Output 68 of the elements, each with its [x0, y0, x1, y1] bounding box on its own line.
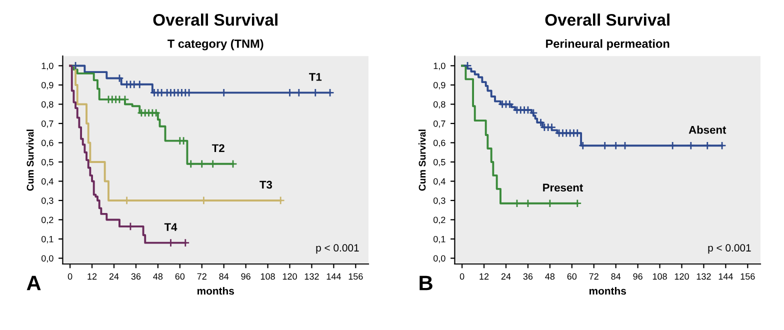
y-tick-label: 0,9 [41, 82, 54, 90]
x-tick-label: 36 [131, 273, 141, 280]
y-tick-label: 0,2 [41, 216, 54, 224]
y-tick-label: 0,8 [41, 101, 54, 109]
x-tick-label: 72 [197, 273, 206, 280]
x-tick-label: 156 [740, 273, 755, 280]
x-tick-label: 72 [589, 273, 598, 280]
x-tick-label: 0 [460, 273, 464, 280]
x-tick-label: 84 [611, 273, 621, 280]
y-tick-label: 0,7 [41, 120, 54, 128]
x-tick-label: 36 [523, 273, 533, 280]
y-tick-label: 0,3 [41, 197, 54, 205]
x-tick-label: 132 [304, 273, 319, 280]
y-tick-label: 0,0 [41, 255, 54, 263]
series-label: T3 [260, 180, 272, 189]
series-label: T4 [164, 223, 178, 231]
series-label: Absent [688, 126, 726, 134]
y-tick-label: 0,4 [41, 178, 54, 186]
y-tick-label: 0,2 [433, 216, 446, 224]
x-tick-label: 12 [480, 273, 489, 280]
x-tick-label: 48 [153, 273, 163, 280]
y-tick-label: 0,9 [433, 82, 446, 90]
y-tick-label: 1,0 [434, 62, 446, 70]
x-tick-label: 120 [282, 273, 297, 280]
x-tick-label: 0 [68, 273, 72, 280]
y-tick-label: 0,0 [433, 255, 446, 263]
x-tick-label: 108 [652, 273, 667, 280]
x-tick-label: 144 [718, 273, 733, 280]
chart-title: Overall Survival [545, 14, 670, 26]
x-tick-label: 144 [326, 273, 341, 280]
y-tick-label: 0,6 [41, 140, 54, 148]
y-tick-label: 0,1 [433, 236, 446, 244]
x-tick-label: 48 [545, 273, 555, 280]
y-tick-label: 0,5 [433, 158, 446, 166]
x-tick-label: 156 [348, 273, 363, 280]
y-axis-title: Cum Survival [418, 130, 426, 191]
x-tick-label: 132 [696, 273, 711, 280]
y-tick-label: 0,8 [433, 101, 446, 109]
y-tick-label: 0,4 [433, 178, 446, 186]
x-axis-title: months [197, 287, 234, 295]
x-tick-label: 96 [241, 273, 250, 280]
x-axis-title: months [589, 287, 626, 295]
x-tick-label: 24 [501, 273, 511, 280]
chart-subtitle: T category (TNM) [168, 39, 264, 50]
x-tick-label: 24 [109, 273, 119, 280]
y-axis-title: Cum Survival [26, 130, 34, 191]
series-label: T2 [212, 144, 224, 152]
series-label: Present [543, 184, 583, 192]
chart-title: Overall Survival [153, 14, 278, 26]
x-tick-label: 120 [674, 273, 689, 280]
series-label: T1 [309, 73, 322, 81]
x-tick-label: 84 [219, 273, 229, 280]
y-tick-label: 1,0 [42, 62, 54, 70]
y-tick-label: 0,5 [41, 158, 54, 166]
x-tick-label: 96 [633, 273, 642, 280]
x-tick-label: 108 [260, 273, 275, 280]
y-tick-label: 0,1 [41, 236, 54, 244]
y-tick-label: 0,7 [433, 120, 446, 128]
annotation: p < 0.001 [708, 244, 751, 254]
chart-subtitle: Perineural permeation [546, 39, 670, 50]
y-tick-label: 0,6 [433, 140, 446, 148]
annotation: p < 0.001 [316, 244, 359, 254]
x-tick-label: 60 [567, 273, 577, 280]
text: A [26, 276, 41, 290]
x-tick-label: 12 [88, 273, 97, 280]
text: B [420, 276, 432, 290]
x-tick-label: 60 [175, 273, 185, 280]
y-tick-label: 0,3 [433, 197, 446, 205]
